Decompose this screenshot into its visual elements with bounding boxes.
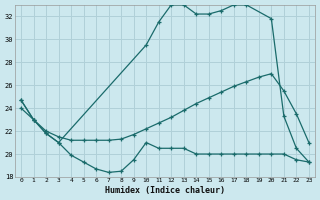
- X-axis label: Humidex (Indice chaleur): Humidex (Indice chaleur): [105, 186, 225, 195]
